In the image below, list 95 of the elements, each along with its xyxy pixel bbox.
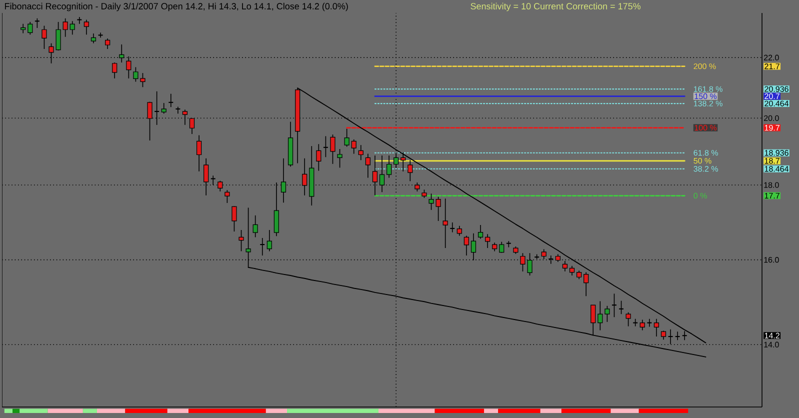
candlestick <box>182 109 188 126</box>
candlestick <box>252 214 258 238</box>
candlestick <box>485 234 490 248</box>
chart-title: Fibonacci Recognition - Daily 3/1/2007 Open 14.2, Hi 14.3, Lo 14.1, Close 14.2 (0.0%) <box>5 2 348 12</box>
y-tick-label: 14.0 <box>764 342 779 348</box>
candlestick <box>260 238 266 256</box>
candlestick <box>562 260 568 272</box>
candlestick <box>175 106 181 114</box>
candlestick <box>611 293 618 318</box>
candlestick <box>337 148 342 168</box>
chart-subtitle: Sensitivity = 10 Current Correction = 175% <box>470 2 640 12</box>
candlestick <box>344 128 350 148</box>
candlestick <box>161 102 166 114</box>
candlestick <box>541 248 546 260</box>
candlestick <box>316 144 322 172</box>
candlestick <box>20 23 26 34</box>
candlestick <box>154 90 160 126</box>
y-tick-label: 20.936 <box>764 86 788 92</box>
candlestick <box>210 175 216 186</box>
y-tick-label: 18.7 <box>764 158 780 164</box>
candlestick <box>98 32 104 38</box>
series-label: 38.2 % <box>694 166 718 172</box>
candlestick <box>218 180 223 192</box>
candlestick <box>470 232 476 261</box>
y-tick-label: 22.0 <box>764 54 779 60</box>
candlestick <box>450 222 456 233</box>
candlestick <box>266 230 272 252</box>
candlestick <box>34 18 40 28</box>
y-tick-label: 19.7 <box>764 124 780 131</box>
candlestick <box>112 62 118 79</box>
candlestick <box>604 306 610 322</box>
candlestick <box>618 300 624 314</box>
candlestick <box>400 152 406 172</box>
candlestick <box>84 19 89 36</box>
candlestick <box>584 272 589 297</box>
candlestick <box>379 155 385 193</box>
candlestick <box>232 206 237 232</box>
candlestick <box>70 20 75 36</box>
candlestick <box>105 38 110 50</box>
candlestick <box>598 300 603 331</box>
series-label: 138.2 % <box>694 100 722 106</box>
candlestick <box>456 225 462 236</box>
candlestick <box>62 18 68 38</box>
candlestick <box>372 155 378 196</box>
candlestick <box>674 331 680 340</box>
candlestick <box>386 155 392 178</box>
y-tick-label: 17.7 <box>764 192 780 198</box>
series-label: 0 % <box>694 192 707 199</box>
candlestick <box>196 134 202 172</box>
y-tick-label: 18.0 <box>764 182 779 188</box>
candlestick <box>478 224 484 240</box>
candlestick <box>42 25 47 50</box>
candlestick <box>189 118 195 134</box>
candlestick <box>90 33 96 44</box>
candlestick <box>204 158 209 196</box>
y-tick-label: 14.2 <box>764 332 780 338</box>
candlestick <box>442 198 448 248</box>
y-tick-label: 21.7 <box>764 64 780 70</box>
candlestick <box>351 139 356 154</box>
candlestick <box>168 93 174 108</box>
candlestick <box>274 182 280 236</box>
candlestick <box>590 304 596 336</box>
candlestick <box>464 235 470 256</box>
y-tick-label: 20.464 <box>764 100 789 106</box>
candlestick <box>238 230 244 252</box>
candlestick <box>626 312 631 327</box>
series-label: 100 % <box>694 124 717 131</box>
series-label: 61.8 % <box>694 150 718 156</box>
y-tick-label: 20.0 <box>764 115 779 121</box>
y-tick-label: 18.464 <box>764 166 789 172</box>
candlestick <box>668 328 674 345</box>
series-label: 150 % <box>694 93 717 100</box>
candlestick <box>640 319 645 331</box>
candlestick <box>682 330 688 340</box>
candlestick <box>76 16 82 24</box>
y-tick-label: 16.0 <box>764 257 779 263</box>
candlestick <box>302 158 308 196</box>
candlestick <box>28 22 33 36</box>
candlestick <box>365 153 370 178</box>
candlestick <box>224 190 230 204</box>
y-tick-label: 18.936 <box>764 150 788 156</box>
series-label: 161.8 % <box>694 86 722 92</box>
y-tick-label: 20.7 <box>764 93 780 100</box>
candlestick <box>147 101 152 141</box>
candlestick <box>408 160 413 182</box>
series-label: 200 % <box>694 63 716 70</box>
candlestick <box>280 158 286 203</box>
candlestick <box>646 318 652 328</box>
candlestick <box>322 136 328 158</box>
series-label: 50 % <box>694 158 712 164</box>
candlestick <box>358 144 364 161</box>
candlestick <box>330 134 336 164</box>
candlestick <box>654 318 660 337</box>
candlestick <box>569 265 575 276</box>
candlestick <box>548 255 554 264</box>
